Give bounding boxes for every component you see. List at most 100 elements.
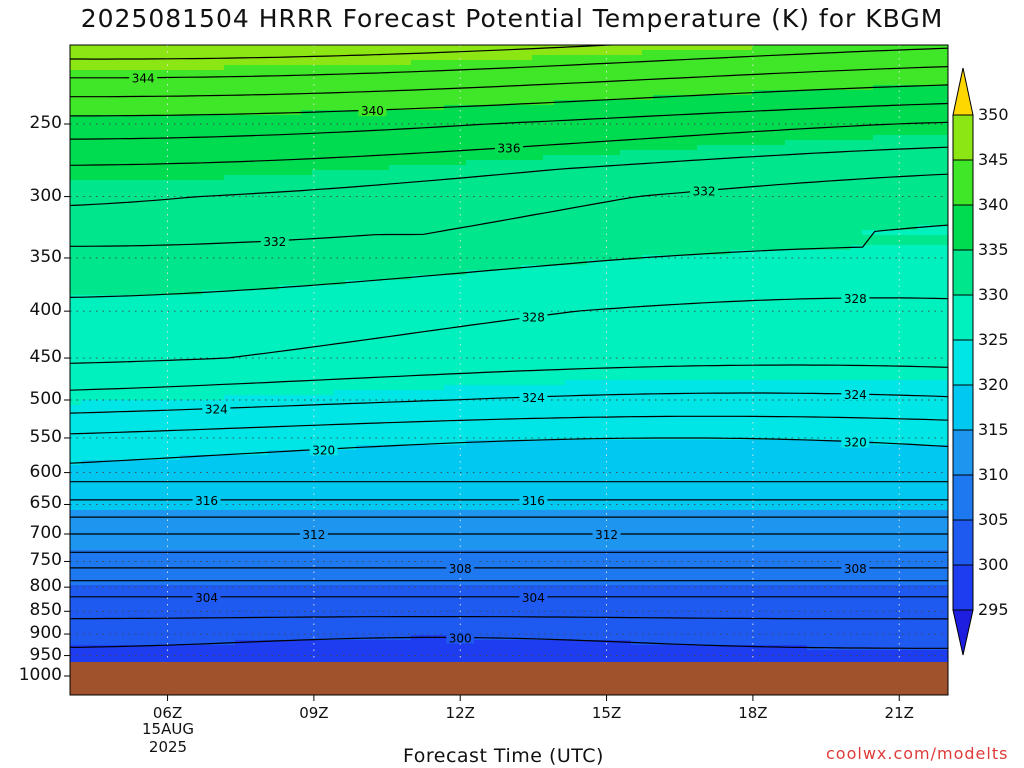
fill-cell [345, 110, 357, 116]
fill-cell [169, 155, 181, 161]
fill-cell [290, 390, 302, 396]
fill-cell [411, 465, 423, 471]
fill-cell [356, 475, 368, 481]
fill-cell [466, 240, 478, 246]
fill-cell [246, 305, 258, 311]
fill-cell [433, 605, 445, 611]
fill-cell [92, 220, 104, 226]
fill-cell [499, 405, 511, 411]
fill-cell [147, 630, 159, 636]
fill-cell [147, 115, 159, 121]
fill-cell [224, 50, 236, 56]
fill-cell [191, 450, 203, 456]
fill-cell [356, 55, 368, 61]
fill-cell [455, 395, 467, 401]
fill-cell [158, 335, 170, 341]
fill-cell [268, 85, 280, 91]
fill-cell [433, 285, 445, 291]
fill-cell [290, 175, 302, 181]
fill-cell [301, 180, 313, 186]
fill-cell [444, 110, 456, 116]
fill-cell [158, 540, 170, 546]
fill-cell [477, 190, 489, 196]
fill-cell [345, 245, 357, 251]
fill-cell [356, 350, 368, 356]
fill-cell [257, 230, 269, 236]
fill-cell [103, 540, 115, 546]
fill-cell [114, 110, 126, 116]
fill-cell [477, 130, 489, 136]
fill-cell [488, 235, 500, 241]
fill-cell [301, 270, 313, 276]
fill-cell [488, 135, 500, 141]
fill-cell [268, 210, 280, 216]
fill-cell [257, 205, 269, 211]
fill-cell [356, 80, 368, 86]
fill-cell [334, 270, 346, 276]
fill-cell [158, 475, 170, 481]
fill-cell [103, 120, 115, 126]
fill-cell [422, 215, 434, 221]
fill-cell [147, 560, 159, 566]
fill-cell [444, 585, 456, 591]
fill-cell [125, 100, 137, 106]
fill-cell [147, 540, 159, 546]
fill-cell [455, 240, 467, 246]
fill-cell [147, 460, 159, 466]
fill-cell [411, 295, 423, 301]
fill-cell [125, 220, 137, 226]
fill-cell [257, 360, 269, 366]
fill-cell [400, 120, 412, 126]
fill-cell [389, 390, 401, 396]
fill-cell [191, 285, 203, 291]
fill-cell [455, 120, 467, 126]
fill-cell [466, 75, 478, 81]
fill-cell [378, 650, 390, 656]
fill-cell [279, 315, 291, 321]
fill-cell [235, 395, 247, 401]
fill-cell [389, 655, 401, 661]
fill-cell [70, 130, 82, 136]
fill-cell [367, 230, 379, 236]
fill-cell [92, 335, 104, 341]
fill-cell [312, 75, 324, 81]
fill-cell [433, 360, 445, 366]
fill-cell [70, 215, 82, 221]
fill-cell [257, 355, 269, 361]
fill-cell [356, 620, 368, 626]
fill-cell [367, 495, 379, 501]
fill-cell [411, 405, 423, 411]
fill-cell [191, 505, 203, 511]
fill-cell [169, 190, 181, 196]
fill-cell [92, 115, 104, 121]
fill-cell [477, 100, 489, 106]
fill-cell [323, 640, 335, 646]
fill-cell [213, 425, 225, 431]
fill-cell [323, 520, 335, 526]
fill-cell [466, 580, 478, 586]
fill-cell [235, 175, 247, 181]
fill-cell [444, 655, 456, 661]
fill-cell [356, 75, 368, 81]
fill-cell [510, 180, 522, 186]
fill-cell [147, 195, 159, 201]
fill-cell [367, 530, 379, 536]
fill-cell [411, 265, 423, 271]
fill-cell [466, 250, 478, 256]
fill-cell [169, 405, 181, 411]
fill-cell [455, 450, 467, 456]
fill-cell [147, 605, 159, 611]
fill-cell [246, 650, 258, 656]
fill-cell [378, 595, 390, 601]
fill-cell [246, 480, 258, 486]
fill-cell [180, 250, 192, 256]
fill-cell [268, 380, 280, 386]
fill-cell [367, 445, 379, 451]
fill-cell [290, 285, 302, 291]
fill-cell [114, 415, 126, 421]
fill-cell [268, 650, 280, 656]
fill-cell [290, 520, 302, 526]
fill-cell [114, 280, 126, 286]
fill-cell [334, 265, 346, 271]
fill-cell [301, 295, 313, 301]
